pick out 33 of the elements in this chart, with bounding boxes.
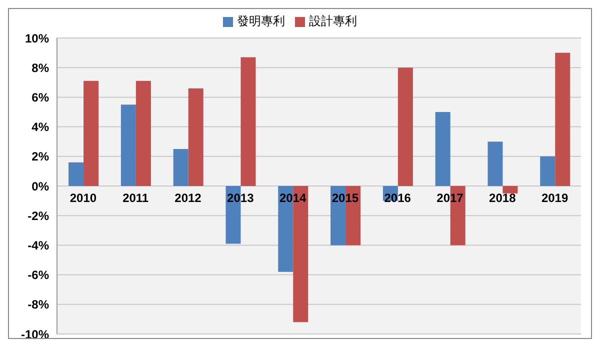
legend-label: 設計專利 <box>309 14 357 28</box>
y-tick-label: -4% <box>28 238 50 252</box>
bar <box>555 52 570 186</box>
x-tick-label: 2011 <box>122 191 149 205</box>
bar <box>120 104 136 186</box>
bar <box>435 112 450 186</box>
y-tick-label: 0% <box>32 179 50 194</box>
y-tick-label: 6% <box>32 90 50 104</box>
x-tick-label: 2010 <box>70 191 97 205</box>
x-tick-label: 2018 <box>489 191 516 205</box>
y-tick-label: -6% <box>28 268 50 282</box>
bar <box>540 156 556 186</box>
y-tick-label: 4% <box>32 120 50 134</box>
y-tick-label: -10% <box>20 327 50 342</box>
y-tick-label: -2% <box>28 208 50 223</box>
bar <box>488 142 503 186</box>
y-tick-label: 2% <box>32 150 50 164</box>
y-tick-label: -8% <box>28 298 50 312</box>
bar <box>173 149 188 186</box>
bar <box>502 186 518 194</box>
bar <box>188 88 204 186</box>
x-tick-label: 2014 <box>279 191 306 205</box>
y-tick-label: 10% <box>24 31 50 46</box>
bar <box>68 162 84 186</box>
bar <box>84 80 99 186</box>
x-tick-label: 2012 <box>174 191 202 205</box>
bar <box>398 68 413 186</box>
bar <box>240 57 256 186</box>
legend-label: 發明專利 <box>237 14 285 28</box>
y-tick-label: 8% <box>32 60 50 75</box>
x-tick-label: 2016 <box>384 191 412 205</box>
bar <box>136 80 151 186</box>
x-tick-label: 2019 <box>541 191 568 205</box>
